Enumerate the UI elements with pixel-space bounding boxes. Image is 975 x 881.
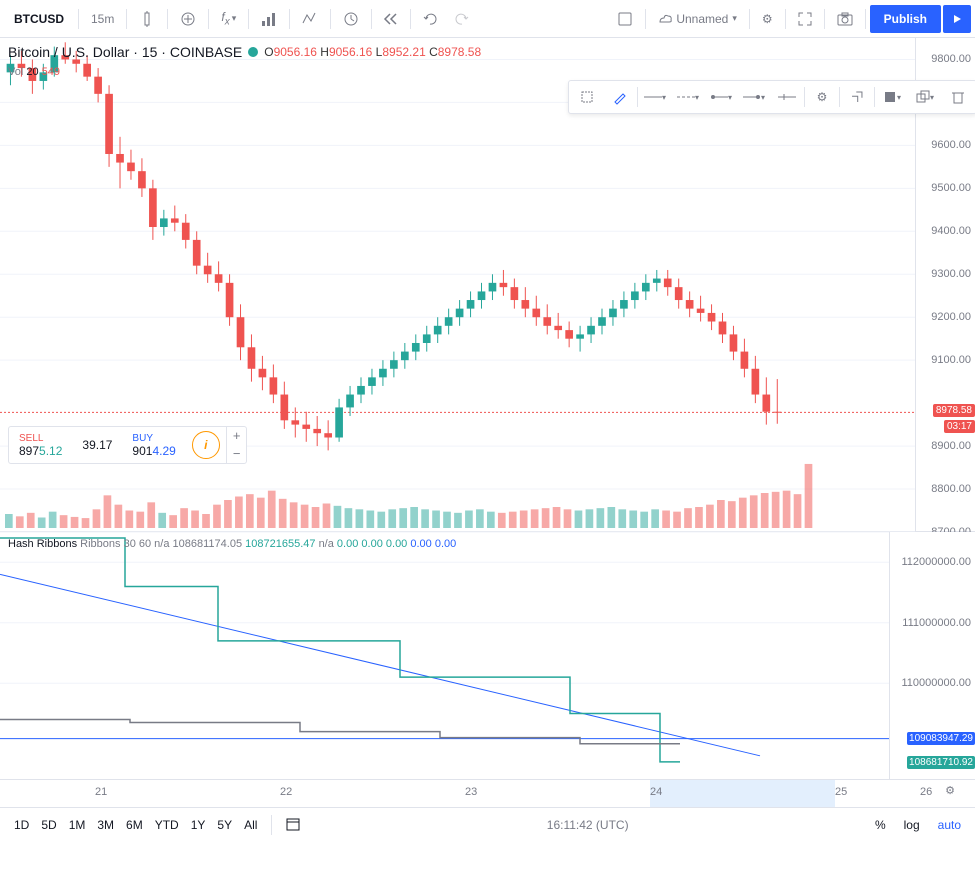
- line-style-dash-icon[interactable]: ▾: [672, 83, 704, 111]
- time-axis-tick: 21: [95, 786, 107, 798]
- spread-display: 39.17: [72, 438, 122, 452]
- volume-legend: Vol 20 549: [8, 66, 60, 78]
- draw-template-icon[interactable]: ▾: [876, 83, 908, 111]
- interval-button[interactable]: 15m: [83, 5, 122, 33]
- indicator-axis[interactable]: 112000000.00111000000.00110000000.001090…: [889, 532, 975, 779]
- quantity-plus[interactable]: +: [227, 427, 247, 445]
- redo-button[interactable]: [447, 5, 477, 33]
- sell-button[interactable]: SELL 8975.12: [9, 430, 72, 461]
- main-chart-panel[interactable]: Bitcoin / U.S. Dollar · 15 · COINBASE O9…: [0, 38, 975, 532]
- draw-clone-icon[interactable]: ▾: [909, 83, 941, 111]
- draw-order-icon[interactable]: [841, 83, 873, 111]
- axis-settings-icon[interactable]: ⚙: [945, 784, 955, 797]
- top-toolbar: BTCUSD 15m fx▾ Unnamed▾ ⚙ Publish: [0, 0, 975, 38]
- candle-style-button[interactable]: [131, 5, 163, 33]
- ohlc-display: O9056.16 H9056.16 L8952.21 C8978.58: [264, 45, 481, 59]
- extend-line-icon[interactable]: [771, 83, 803, 111]
- line-end-right-icon[interactable]: ▾: [738, 83, 770, 111]
- market-status-dot: [248, 47, 258, 57]
- drawing-toolbar: ▾ ▾ ▾ ▾ ⚙ ▾ ▾: [568, 80, 975, 114]
- time-axis-tick: 24: [650, 786, 662, 798]
- time-axis[interactable]: ⚙ 21 22 23 24 25 26: [0, 780, 975, 808]
- range-3m[interactable]: 3M: [91, 814, 120, 836]
- settings-button[interactable]: ⚙: [754, 5, 781, 33]
- time-axis-tick: 26: [920, 786, 932, 798]
- symbol-button[interactable]: BTCUSD: [4, 5, 74, 33]
- bottom-toolbar: 1D5D1M3M6MYTD1Y5YAll 16:11:42 (UTC) % lo…: [0, 808, 975, 842]
- range-all[interactable]: All: [238, 814, 263, 836]
- snapshot-button[interactable]: [829, 5, 861, 33]
- log-scale-button[interactable]: log: [898, 814, 926, 836]
- range-1m[interactable]: 1M: [63, 814, 92, 836]
- goto-date-button[interactable]: [280, 813, 306, 838]
- time-axis-tick: 22: [280, 786, 292, 798]
- play-button[interactable]: [943, 5, 971, 33]
- range-5d[interactable]: 5D: [35, 814, 62, 836]
- line-end-left-icon[interactable]: ▾: [705, 83, 737, 111]
- save-layout-button[interactable]: Unnamed▾: [650, 5, 745, 33]
- range-5y[interactable]: 5Y: [211, 814, 238, 836]
- time-axis-tick: 23: [465, 786, 477, 798]
- financials-button[interactable]: [253, 5, 285, 33]
- indicator-legend: Hash Ribbons Ribbons 30 60 n/a 108681174…: [8, 538, 456, 550]
- draw-delete-icon[interactable]: [942, 83, 974, 111]
- indicator-panel[interactable]: Hash Ribbons Ribbons 30 60 n/a 108681174…: [0, 532, 975, 780]
- time-axis-tick: 25: [835, 786, 847, 798]
- info-icon[interactable]: i: [192, 431, 220, 459]
- range-1y[interactable]: 1Y: [185, 814, 212, 836]
- gear-icon: ⚙: [762, 12, 773, 26]
- replay-button[interactable]: [376, 5, 406, 33]
- line-style-solid-icon[interactable]: ▾: [639, 83, 671, 111]
- compare-button[interactable]: [172, 5, 204, 33]
- indicators-button[interactable]: fx▾: [213, 5, 244, 33]
- chart-legend: Bitcoin / U.S. Dollar · 15 · COINBASE O9…: [8, 44, 481, 60]
- draw-select-icon[interactable]: [571, 83, 603, 111]
- range-6m[interactable]: 6M: [120, 814, 149, 836]
- fullscreen-button[interactable]: [790, 5, 820, 33]
- range-1d[interactable]: 1D: [8, 814, 35, 836]
- layout-button[interactable]: [609, 5, 641, 33]
- alert-button[interactable]: [335, 5, 367, 33]
- quantity-minus[interactable]: −: [227, 445, 247, 463]
- draw-pencil-icon[interactable]: [604, 83, 636, 111]
- auto-scale-button[interactable]: auto: [932, 814, 967, 836]
- templates-button[interactable]: [294, 5, 326, 33]
- buy-button[interactable]: BUY 9014.29: [122, 430, 185, 461]
- sell-buy-panel: SELL 8975.12 39.17 BUY 9014.29 i + −: [8, 426, 247, 464]
- time-display: 16:11:42 (UTC): [547, 818, 629, 832]
- publish-button[interactable]: Publish: [870, 5, 941, 33]
- range-ytd[interactable]: YTD: [149, 814, 185, 836]
- draw-settings-icon[interactable]: ⚙: [806, 83, 838, 111]
- chart-title: Bitcoin / U.S. Dollar · 15 · COINBASE: [8, 44, 242, 60]
- pct-scale-button[interactable]: %: [869, 814, 892, 836]
- undo-button[interactable]: [415, 5, 445, 33]
